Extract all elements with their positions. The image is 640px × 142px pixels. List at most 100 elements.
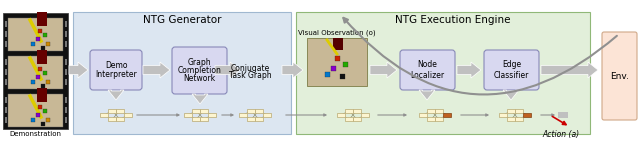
Bar (263, 113, 271, 117)
Bar (255, 117, 262, 121)
Bar (330, 65, 335, 70)
Bar (346, 109, 353, 113)
Bar (247, 109, 255, 113)
Polygon shape (457, 62, 481, 78)
Bar (65, 117, 67, 123)
Bar (515, 109, 523, 113)
Bar (116, 117, 124, 121)
Bar (37, 12, 47, 26)
Text: Edge: Edge (502, 59, 521, 68)
Text: Classifier: Classifier (494, 70, 529, 80)
FancyArrowPatch shape (344, 18, 617, 94)
Bar (108, 117, 116, 121)
Bar (499, 113, 507, 117)
Polygon shape (108, 90, 124, 100)
Bar (65, 107, 67, 113)
Bar (324, 72, 330, 77)
Polygon shape (282, 62, 303, 78)
Bar (435, 117, 443, 121)
Bar (65, 31, 67, 37)
Bar (508, 109, 515, 113)
Bar (8, 18, 63, 51)
Bar (333, 38, 343, 50)
Bar (353, 117, 361, 121)
Bar (65, 69, 67, 75)
Text: NTG Execution Engine: NTG Execution Engine (396, 15, 511, 25)
Bar (200, 109, 207, 113)
Bar (116, 109, 124, 113)
Bar (46, 42, 50, 46)
FancyBboxPatch shape (484, 50, 539, 90)
Polygon shape (503, 90, 519, 100)
Text: Localizer: Localizer (410, 70, 445, 80)
Bar (307, 38, 367, 86)
Polygon shape (419, 90, 435, 100)
Bar (4, 97, 6, 103)
Bar (36, 37, 40, 41)
Bar (4, 79, 6, 85)
Bar (4, 69, 6, 75)
Bar (65, 97, 67, 103)
Bar (335, 56, 339, 60)
Text: NTG Generator: NTG Generator (143, 15, 221, 25)
Bar (346, 117, 353, 121)
Bar (41, 46, 45, 50)
Bar (8, 94, 63, 127)
Text: Interpreter: Interpreter (95, 69, 137, 79)
Bar (193, 117, 200, 121)
Text: Action (a): Action (a) (543, 130, 580, 138)
Bar (339, 74, 344, 79)
Text: Network: Network (184, 74, 216, 83)
Bar (342, 61, 348, 66)
Bar (65, 59, 67, 65)
Text: Node: Node (417, 59, 437, 68)
FancyBboxPatch shape (90, 50, 142, 90)
Polygon shape (215, 62, 240, 78)
Text: Task Graph: Task Graph (228, 70, 271, 80)
Bar (43, 71, 47, 75)
Bar (36, 113, 40, 117)
Bar (428, 117, 435, 121)
Bar (108, 109, 116, 113)
Text: Graph: Graph (188, 58, 211, 67)
Bar (508, 117, 515, 121)
Text: Demo: Demo (105, 60, 127, 69)
Bar (4, 59, 6, 65)
Text: Conjugate: Conjugate (230, 63, 269, 73)
Bar (100, 113, 108, 117)
Bar (31, 80, 35, 84)
Bar (208, 113, 216, 117)
Bar (558, 112, 568, 118)
Bar (4, 31, 6, 37)
Bar (38, 67, 42, 71)
Bar (296, 12, 590, 134)
Bar (4, 117, 6, 123)
Text: Demonstration: Demonstration (10, 131, 61, 137)
Bar (4, 21, 6, 27)
FancyBboxPatch shape (400, 50, 455, 90)
Bar (31, 118, 35, 122)
Bar (184, 113, 192, 117)
Bar (124, 113, 132, 117)
FancyBboxPatch shape (172, 47, 227, 94)
Bar (428, 109, 435, 113)
Bar (38, 29, 42, 33)
Bar (8, 56, 63, 89)
Bar (4, 107, 6, 113)
Bar (36, 75, 40, 79)
Bar (193, 109, 200, 113)
Text: Env.: Env. (610, 72, 629, 81)
Bar (38, 105, 42, 109)
Bar (43, 33, 47, 37)
Polygon shape (541, 62, 598, 78)
Bar (361, 113, 369, 117)
Bar (37, 88, 47, 102)
Bar (65, 79, 67, 85)
Text: Visual Observation (o): Visual Observation (o) (298, 30, 376, 36)
Bar (419, 113, 427, 117)
Bar (200, 117, 207, 121)
Bar (443, 113, 451, 117)
Bar (31, 42, 35, 46)
Bar (41, 122, 45, 126)
Bar (523, 113, 531, 117)
